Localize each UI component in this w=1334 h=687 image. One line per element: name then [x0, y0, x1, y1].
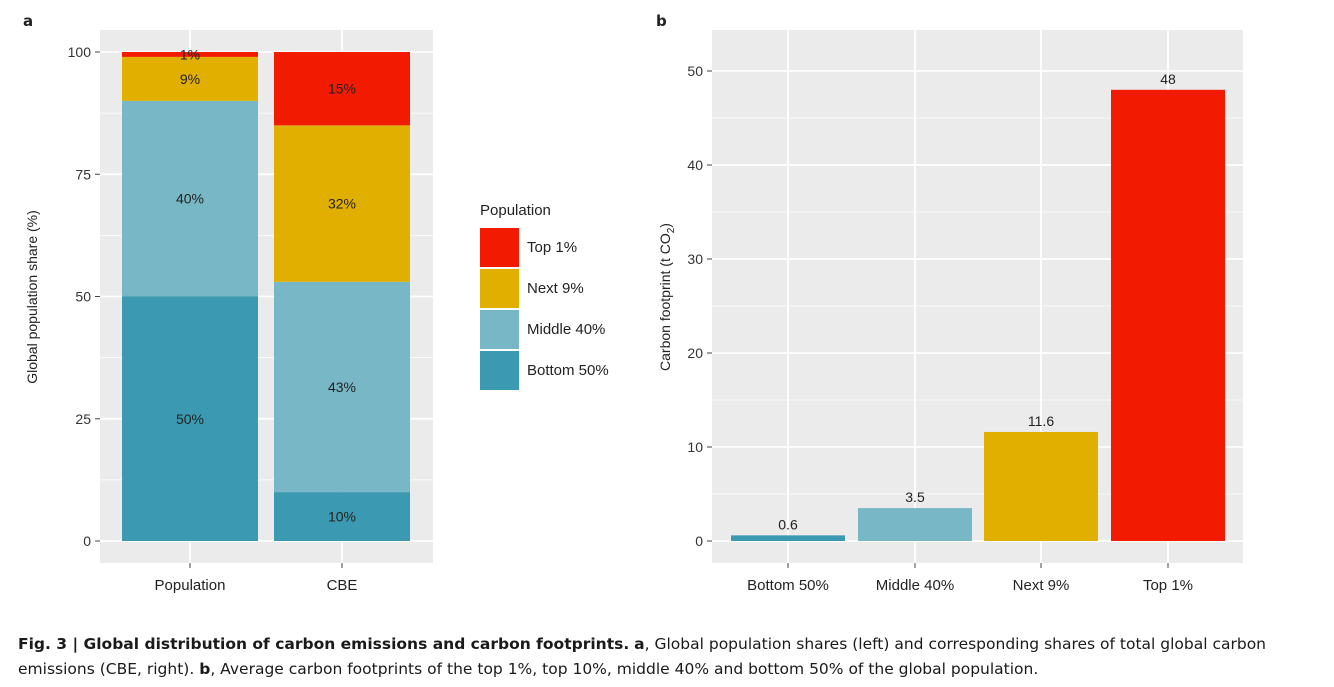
bar-value-label: 48 [1160, 71, 1176, 87]
bar-value-label: 11.6 [1028, 413, 1054, 429]
segment-label: 32% [328, 196, 356, 212]
caption-a-label: a [634, 635, 645, 653]
bar-value-label: 3.5 [905, 489, 925, 505]
x-category-label: Population [155, 577, 226, 594]
y-tick-label: 10 [687, 439, 703, 455]
figure-caption: Fig. 3 | Global distribution of carbon e… [18, 632, 1318, 682]
stacked-bar-segment [122, 56, 258, 101]
y-tick-label: 50 [687, 63, 703, 79]
y-tick-label: 40 [687, 157, 703, 173]
legend: Population Top 1% Next 9% Middle 40% Bottom … [480, 202, 609, 390]
panel-b-chart: 0 10 20 30 40 50 0.6 Bottom 50% 3.5 Middle 40% 11.… [657, 30, 1243, 594]
y-tick-label: 30 [687, 251, 703, 267]
bar [858, 508, 972, 541]
segment-label: 10% [328, 509, 356, 525]
y-tick-label: 50 [75, 289, 91, 305]
x-category-label: Top 1% [1143, 577, 1193, 594]
y-tick-label: 75 [75, 166, 91, 182]
bar-value-label: 0.6 [778, 516, 798, 532]
caption-b-label: b [199, 660, 211, 678]
panel-b-letter: b [656, 12, 667, 30]
caption-b-text: , Average carbon footprints of the top 1… [210, 660, 1039, 678]
y-tick-label: 25 [75, 411, 91, 427]
legend-swatch [480, 351, 519, 390]
legend-title: Population [480, 202, 551, 219]
y-tick-label: 100 [68, 44, 92, 60]
stacked-bar-segment [274, 52, 410, 126]
y-axis-label-subscript: 2 [666, 227, 677, 233]
segment-label: 9% [180, 71, 200, 87]
x-category-label: Next 9% [1013, 577, 1070, 594]
legend-entry-label: Top 1% [527, 239, 577, 256]
segment-label: 43% [328, 379, 356, 395]
stacked-bar-segment [122, 296, 258, 541]
y-tick-label: 20 [687, 345, 703, 361]
legend-entry-label: Next 9% [527, 280, 584, 297]
y-tick-label: 0 [83, 533, 91, 549]
y-axis-label-main: Carbon footprint (t CO [657, 233, 673, 371]
bar [984, 431, 1098, 541]
y-axis-label: Carbon footprint (t CO2) [657, 223, 677, 371]
segment-label: 1% [180, 46, 200, 62]
x-category-label: Middle 40% [876, 577, 954, 594]
legend-swatch [480, 310, 519, 349]
segment-label: 40% [176, 191, 204, 207]
legend-entry-label: Middle 40% [527, 321, 605, 338]
panel-a-chart: 0 25 50 75 100 50% 40% 9% 1% Population 10% 43% 32% 1… [24, 30, 609, 594]
stacked-bar-segment [274, 492, 410, 541]
legend-swatch [480, 269, 519, 308]
stacked-bar-segment [122, 52, 258, 57]
stacked-bar-segment [274, 125, 410, 282]
stacked-bar-segment [122, 100, 258, 297]
legend-entry-label: Bottom 50% [527, 362, 609, 379]
y-axis-label-end: ) [657, 223, 673, 228]
bar [1111, 89, 1225, 542]
legend-swatch [480, 228, 519, 267]
bar [731, 535, 845, 541]
y-axis-label: Global population share (%) [24, 210, 40, 384]
segment-label: 15% [328, 81, 356, 97]
figure-charts: 025507510050%40%9%1%Population10%43%32%1… [24, 30, 1243, 594]
caption-fig-label: Fig. 3 | Global distribution of carbon e… [18, 635, 630, 653]
x-category-label: Bottom 50% [747, 577, 829, 594]
y-tick-label: 0 [695, 533, 703, 549]
x-category-label: CBE [327, 577, 358, 594]
segment-label: 50% [176, 411, 204, 427]
caption-a-text: , Global population shares (left) and co… [18, 635, 1267, 678]
stacked-bar-segment [274, 281, 410, 493]
panel-a-letter: a [23, 12, 34, 30]
